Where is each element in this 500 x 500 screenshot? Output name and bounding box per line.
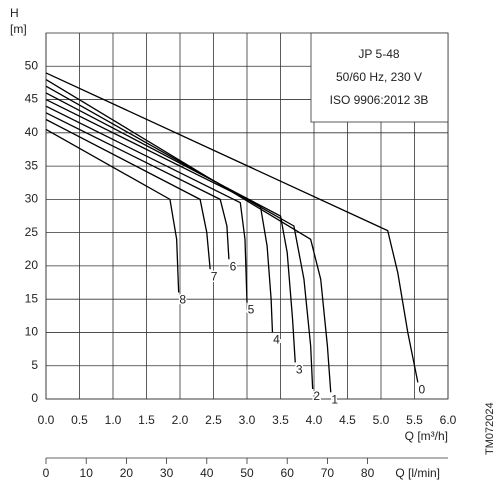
y-axis-symbol: H [10,6,19,20]
figure-code: TM072024 [484,402,496,455]
x-axis-label: Q [m³/h] [405,429,448,443]
x-tick-label: 5.5 [406,413,423,427]
pump-curve [45,72,419,383]
x2-tick-label: 10 [80,466,94,480]
legend-line: ISO 9906:2012 3B [330,93,429,107]
x2-tick-label: 60 [281,466,295,480]
curve-label: 1 [331,393,338,407]
y-tick-label: 45 [25,92,39,106]
y-tick-label: 25 [25,225,39,239]
y-tick-label: 20 [25,258,39,272]
legend-line: JP 5-48 [358,47,399,61]
x-tick-label: 3.5 [272,413,289,427]
curve-label: 6 [230,259,237,273]
x-tick-label: 4.5 [339,413,356,427]
y-axis-unit: [m] [10,22,27,36]
x-tick-label: 4.0 [306,413,323,427]
y-tick-label: 0 [31,391,38,405]
x-tick-label: 5.0 [373,413,390,427]
curve-label: 3 [296,363,303,377]
x-tick-label: 0.0 [38,413,55,427]
pump-curve [45,79,332,393]
curve-label: 0 [419,383,426,397]
x-tick-label: 1.0 [105,413,122,427]
pump-curve [45,98,274,333]
x2-tick-label: 70 [321,466,335,480]
x-tick-label: 0.5 [71,413,88,427]
y-tick-label: 5 [31,358,38,372]
x2-tick-label: 80 [361,466,375,480]
pump-curve [45,92,296,363]
curve-label: 5 [248,303,255,317]
y-tick-label: 30 [25,192,39,206]
x2-tick-label: 20 [120,466,134,480]
legend-line: 50/60 Hz, 230 V [336,70,422,84]
x-tick-label: 2.0 [172,413,189,427]
x2-tick-label: 40 [200,466,214,480]
legend-box [310,32,449,123]
x-tick-label: 1.5 [138,413,155,427]
curve-label: 4 [273,333,280,347]
x2-axis-label: Q [l/min] [395,466,440,480]
y-tick-label: 40 [25,125,39,139]
curve-label: 2 [313,389,320,403]
y-tick-label: 35 [25,158,39,172]
x2-tick-label: 0 [43,466,50,480]
x-tick-label: 2.5 [205,413,222,427]
x2-tick-label: 50 [240,466,254,480]
y-tick-label: 10 [25,325,39,339]
pump-curve [45,118,211,270]
pump-curve [45,105,248,303]
pump-curve [45,128,180,293]
pump-curve [45,112,230,260]
x-tick-label: 3.0 [239,413,256,427]
curve-label: 8 [179,293,186,307]
x-tick-label: 6.0 [440,413,457,427]
y-tick-label: 50 [25,58,39,72]
y-tick-label: 15 [25,291,39,305]
x2-tick-label: 30 [160,466,174,480]
curve-label: 7 [211,269,218,283]
